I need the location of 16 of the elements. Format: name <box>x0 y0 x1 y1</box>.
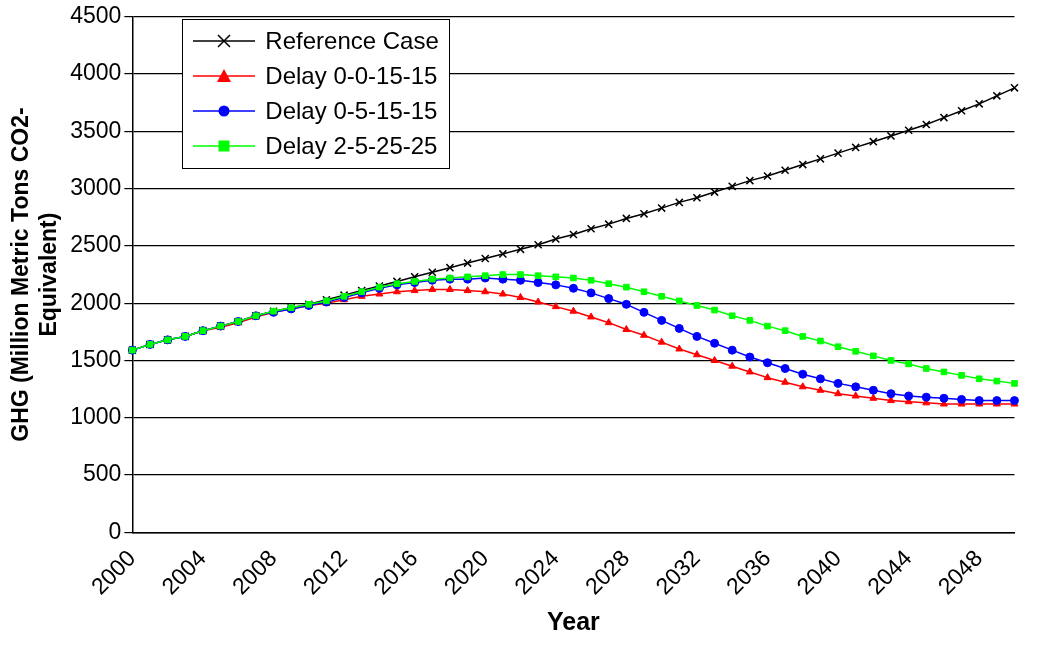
y-tick-label: 3000 <box>70 173 122 200</box>
legend-label: Delay 0-0-15-15 <box>265 62 438 91</box>
y-tick-label: 2000 <box>70 288 122 315</box>
x-axis-title: Year <box>547 606 601 635</box>
y-tick-label: 1500 <box>70 345 122 372</box>
y-tick-label: 500 <box>82 460 122 487</box>
legend-label: Delay 0-5-15-15 <box>265 97 438 126</box>
y-tick-label: 1000 <box>70 403 122 430</box>
y-tick-label: 3500 <box>70 116 122 143</box>
y-tick-label: 2500 <box>70 231 122 258</box>
y-tick-label: 4000 <box>70 59 122 86</box>
legend-label: Delay 2-5-25-25 <box>265 132 438 161</box>
y-tick-label: 4500 <box>70 2 122 29</box>
legend-label: Reference Case <box>265 27 439 56</box>
y-axis-title: GHG (Million Metric Tons CO2-Equivalent) <box>7 107 61 442</box>
y-tick-label: 0 <box>108 517 122 544</box>
